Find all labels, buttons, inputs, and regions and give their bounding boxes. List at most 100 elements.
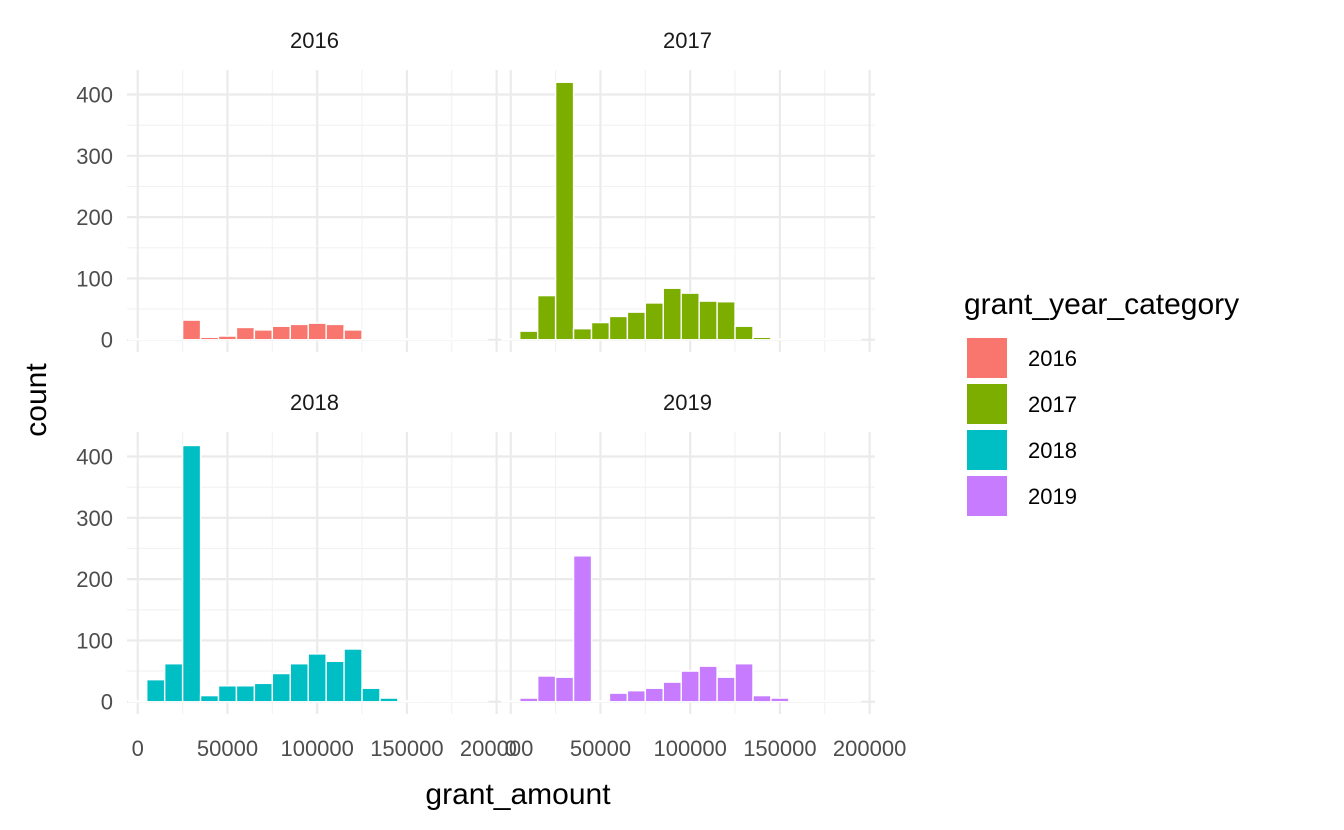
histogram-bar [626, 690, 647, 703]
histogram-bar [806, 700, 826, 703]
y-tick-label: 300 [76, 506, 113, 531]
x-axis-title: grant_amount [425, 778, 611, 811]
y-tick-label: 100 [76, 628, 113, 653]
y-tick-label: 400 [76, 83, 113, 108]
histogram-bar [590, 321, 611, 341]
legend-label: 2016 [1028, 346, 1077, 371]
histogram-bar [590, 700, 611, 703]
histogram-bar [379, 338, 399, 341]
histogram-bar [734, 325, 754, 341]
histogram-bar [608, 315, 629, 341]
y-tick-label: 300 [76, 144, 113, 169]
histogram-bar [271, 325, 291, 341]
histogram-bar [217, 335, 238, 341]
legend-label: 2018 [1028, 438, 1077, 463]
histogram-bar [572, 555, 593, 703]
histogram-bar [343, 329, 363, 341]
histogram-bar [307, 322, 327, 341]
legend-label: 2017 [1028, 392, 1077, 417]
legend-key-2017 [967, 384, 1007, 424]
x-tick-label: 150000 [743, 736, 816, 761]
y-tick-label: 100 [76, 266, 113, 291]
histogram-bar [554, 676, 575, 703]
histogram-bar [824, 338, 844, 341]
histogram-bar [698, 300, 718, 341]
legend-key-2019 [967, 476, 1007, 516]
histogram-bar [361, 338, 381, 341]
histogram-bar [289, 663, 309, 703]
histogram-bar [842, 700, 862, 703]
x-tick-label: 0 [505, 736, 517, 761]
histogram-bar [181, 444, 202, 703]
histogram-bar [433, 700, 453, 703]
histogram-bar [698, 665, 718, 703]
y-tick-label: 200 [76, 205, 113, 230]
histogram-bar [163, 338, 184, 341]
histogram-bar [307, 653, 327, 703]
histogram-bar [842, 338, 862, 341]
x-tick-label: 100000 [653, 736, 726, 761]
y-tick-label: 200 [76, 567, 113, 592]
histogram-bar [536, 675, 557, 703]
legend-title: grant_year_category [964, 288, 1239, 321]
x-tick-label: 50000 [197, 736, 258, 761]
facet-strip-label: 2019 [663, 390, 712, 415]
histogram-bar [146, 338, 166, 341]
histogram-bar [644, 302, 664, 341]
histogram-bar [379, 697, 399, 703]
histogram-bar [572, 328, 593, 341]
histogram-bar [788, 700, 808, 703]
y-tick-label: 0 [101, 690, 113, 715]
histogram-bar [128, 700, 148, 703]
histogram-bar [235, 685, 256, 703]
histogram-bar [716, 676, 736, 703]
histogram-bar [415, 700, 435, 703]
facet-strip-label: 2018 [290, 390, 339, 415]
histogram-bar [199, 694, 220, 703]
facet-strip-label: 2017 [663, 28, 712, 53]
histogram-bar [806, 338, 826, 341]
legend-label: 2019 [1028, 484, 1077, 509]
histogram-bar [716, 301, 736, 341]
histogram-bar [217, 685, 238, 703]
histogram-bar [469, 338, 489, 341]
histogram-bar [519, 697, 539, 703]
histogram-bar [824, 700, 844, 703]
histogram-bar [536, 294, 557, 341]
histogram-bar [325, 660, 345, 703]
x-tick-label: 0 [132, 736, 144, 761]
histogram-bar [752, 694, 772, 703]
histogram-bar [253, 329, 274, 341]
histogram-bar [199, 336, 220, 341]
x-tick-label: 50000 [570, 736, 631, 761]
histogram-bar [415, 338, 435, 341]
histogram-bar [361, 687, 381, 703]
facet-strip-label: 2016 [290, 28, 339, 53]
histogram-bar [788, 338, 808, 341]
histogram-bar [181, 319, 202, 341]
x-tick-label: 150000 [370, 736, 443, 761]
y-tick-label: 400 [76, 445, 113, 470]
y-tick-label: 0 [101, 328, 113, 353]
x-tick-label: 200000 [833, 736, 906, 761]
histogram-bar [451, 700, 471, 703]
histogram-bar [128, 338, 148, 341]
histogram-bar [271, 672, 291, 703]
histogram-bar [235, 326, 256, 341]
histogram-bar [397, 700, 417, 703]
histogram-bar [501, 700, 521, 703]
histogram-bar [608, 692, 629, 703]
histogram-bar [680, 292, 700, 341]
histogram-bar [469, 700, 489, 703]
histogram-bar [770, 338, 790, 341]
legend: grant_year_category 2016 2017 2018 2019 [964, 288, 1239, 516]
histogram-bar [554, 81, 575, 341]
facet-panel-2016: 2016 0 100 200 300 400 [76, 28, 502, 353]
histogram-bar [253, 682, 274, 703]
histogram-bar [325, 323, 345, 341]
histogram-bar [662, 681, 682, 703]
x-tick-label: 200000 [460, 736, 533, 761]
histogram-bar [343, 648, 363, 703]
facet-panel-2018: 2018 0 100 200 300 400 0 50000 100000 150000 20000… [76, 390, 533, 761]
